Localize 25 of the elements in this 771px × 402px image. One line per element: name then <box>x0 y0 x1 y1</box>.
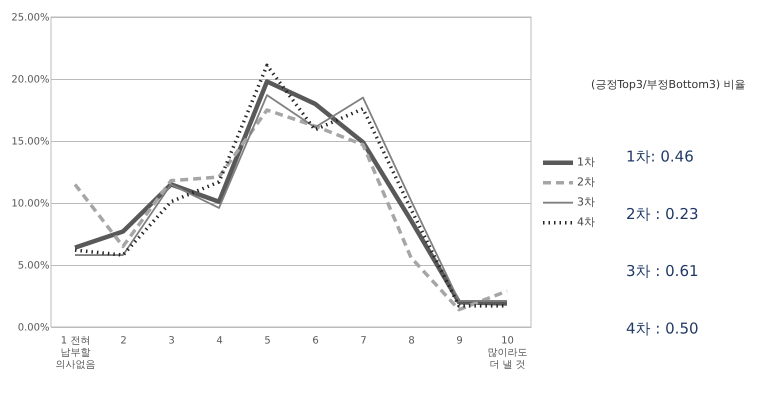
x-tick-label: 4 <box>216 336 223 346</box>
y-tick-label: 20.00% <box>11 74 50 86</box>
legend-label: 2차 <box>577 176 595 189</box>
x-tick-label: 1 전혀 납부할 의사없음 <box>56 336 96 370</box>
x-tick-label: 2 <box>120 336 127 346</box>
y-tick-label: 15.00% <box>11 136 50 148</box>
legend-label: 4차 <box>577 216 595 229</box>
y-tick-label: 25.00% <box>11 12 50 24</box>
text: 1차: 0.46 <box>626 148 694 166</box>
y-tick-label: 10.00% <box>11 198 50 210</box>
legend-label: 3차 <box>577 196 595 209</box>
x-tick-label: 6 <box>312 336 319 346</box>
x-tick-label: 8 <box>408 336 415 346</box>
text: (긍정Top3/부정Bottom3) 비율 <box>591 78 746 92</box>
legend-label: 1차 <box>577 156 595 169</box>
x-tick-label: 10 많이라도 더 낼 것 <box>488 336 528 370</box>
x-tick-label: 7 <box>360 336 367 346</box>
text: 2차 : 0.23 <box>626 204 699 223</box>
x-tick-label: 9 <box>456 336 463 346</box>
x-tick-label: 5 <box>264 336 271 346</box>
text: 3차 : 0.61 <box>626 262 699 280</box>
text: 4차 : 0.50 <box>626 320 699 338</box>
y-tick-label: 5.00% <box>18 260 50 272</box>
x-tick-label: 3 <box>168 336 175 346</box>
y-tick-label: 0.00% <box>18 322 50 334</box>
